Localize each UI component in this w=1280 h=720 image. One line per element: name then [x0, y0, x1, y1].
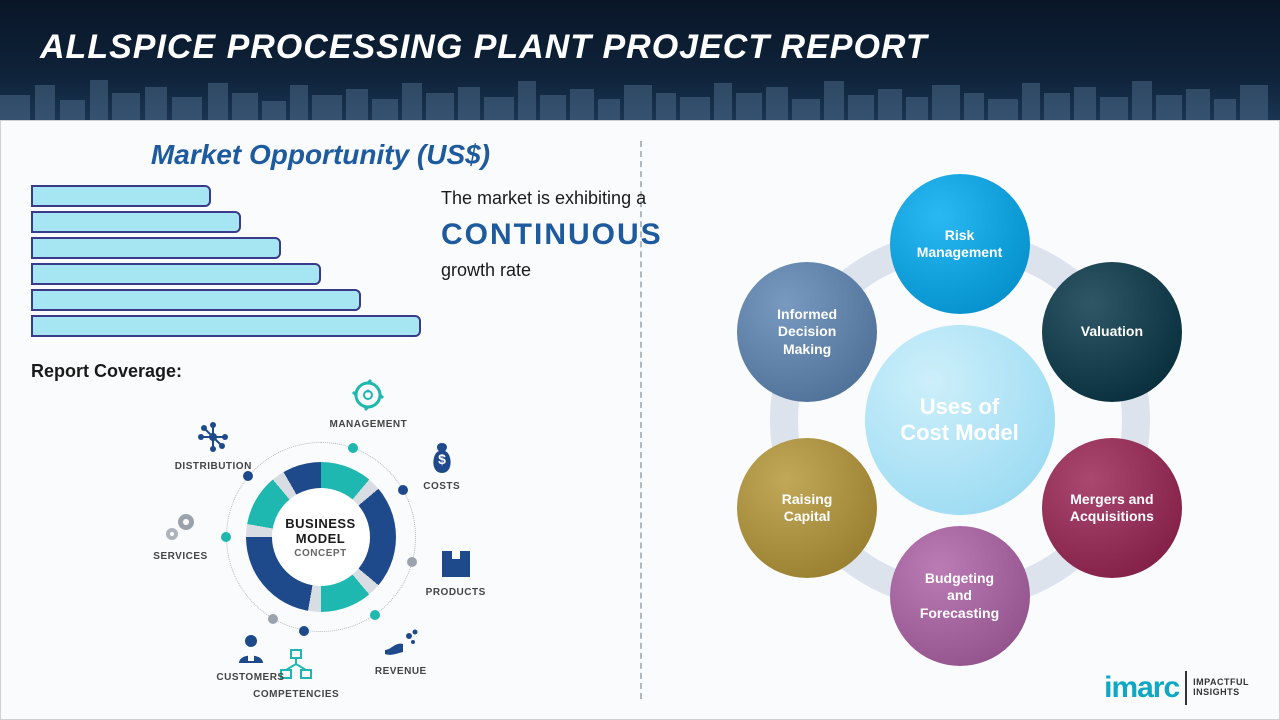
- business-model-node-label: REVENUE: [375, 666, 427, 677]
- market-text-big: CONTINUOUS: [441, 212, 663, 257]
- distribution-icon: [193, 417, 233, 457]
- business-model-dot: [243, 471, 253, 481]
- business-model-node-label: SERVICES: [153, 551, 207, 562]
- business-model-node-label: COSTS: [423, 481, 460, 492]
- business-model-line2: MODEL: [296, 531, 345, 546]
- page-title: ALLSPICE PROCESSING PLANT PROJECT REPORT: [40, 28, 1280, 67]
- business-model-ring: BUSINESS MODEL CONCEPT: [246, 462, 396, 612]
- business-model-node-costs: $ COSTS: [387, 437, 497, 492]
- uses-node: Risk Management: [890, 174, 1030, 314]
- uses-center: Uses of Cost Model: [865, 325, 1055, 515]
- costs-icon: $: [422, 437, 462, 477]
- brand-tagline: IMPACTFUL INSIGHTS: [1193, 678, 1249, 698]
- market-bar: [31, 263, 321, 285]
- business-model-dot: [268, 614, 278, 624]
- business-model-diagram: BUSINESS MODEL CONCEPT MANAGEMENT $ COSTS P…: [31, 382, 610, 692]
- business-model-node-distribution: DISTRIBUTION: [158, 417, 268, 472]
- market-bar: [31, 289, 361, 311]
- management-icon: [348, 375, 388, 415]
- market-opportunity-title: Market Opportunity (US$): [31, 139, 610, 171]
- market-text: The market is exhibiting a CONTINUOUS gr…: [441, 185, 663, 337]
- market-text-line1: The market is exhibiting a: [441, 188, 646, 208]
- market-bar: [31, 315, 421, 337]
- left-panel: Market Opportunity (US$) The market is e…: [1, 121, 640, 719]
- market-bar: [31, 237, 281, 259]
- business-model-node-management: MANAGEMENT: [313, 375, 423, 430]
- market-row: The market is exhibiting a CONTINUOUS gr…: [31, 185, 610, 337]
- market-bar-chart: [31, 185, 421, 337]
- uses-center-label: Uses of Cost Model: [900, 394, 1019, 447]
- business-model-node-label: PRODUCTS: [426, 587, 486, 598]
- business-model-node-customers: CUSTOMERS: [196, 628, 306, 683]
- business-model-node-label: COMPETENCIES: [253, 689, 339, 700]
- revenue-icon: [381, 622, 421, 662]
- uses-node: Budgeting and Forecasting: [890, 526, 1030, 666]
- brand-name: imarc: [1104, 671, 1179, 705]
- business-model-node-label: CUSTOMERS: [216, 672, 284, 683]
- customers-icon: [231, 628, 271, 668]
- right-panel: Uses of Cost Model Risk ManagementValuat…: [640, 121, 1279, 719]
- business-model-node-revenue: REVENUE: [346, 622, 456, 677]
- business-model-center: BUSINESS MODEL CONCEPT: [272, 488, 370, 586]
- market-text-line2: growth rate: [441, 260, 531, 280]
- uses-node: Informed Decision Making: [737, 262, 877, 402]
- business-model-dot: [370, 610, 380, 620]
- brand-separator: [1185, 671, 1187, 705]
- brand-logo: imarc IMPACTFUL INSIGHTS: [1104, 671, 1249, 705]
- business-model-sub: CONCEPT: [294, 548, 346, 559]
- uses-node: Raising Capital: [737, 438, 877, 578]
- content: Market Opportunity (US$) The market is e…: [0, 120, 1280, 720]
- products-icon: [436, 543, 476, 583]
- svg-text:$: $: [438, 451, 446, 467]
- market-bar: [31, 185, 211, 207]
- header: ALLSPICE PROCESSING PLANT PROJECT REPORT: [0, 0, 1280, 120]
- business-model-line1: BUSINESS: [285, 516, 355, 531]
- business-model-dot: [348, 443, 358, 453]
- skyline-decoration: [0, 75, 1280, 120]
- services-icon: [161, 507, 201, 547]
- business-model-node-label: MANAGEMENT: [329, 419, 407, 430]
- uses-node: Mergers and Acquisitions: [1042, 438, 1182, 578]
- uses-node: Valuation: [1042, 262, 1182, 402]
- market-bar: [31, 211, 241, 233]
- business-model-node-label: DISTRIBUTION: [175, 461, 252, 472]
- business-model-node-services: SERVICES: [126, 507, 236, 562]
- business-model-node-products: PRODUCTS: [401, 543, 511, 598]
